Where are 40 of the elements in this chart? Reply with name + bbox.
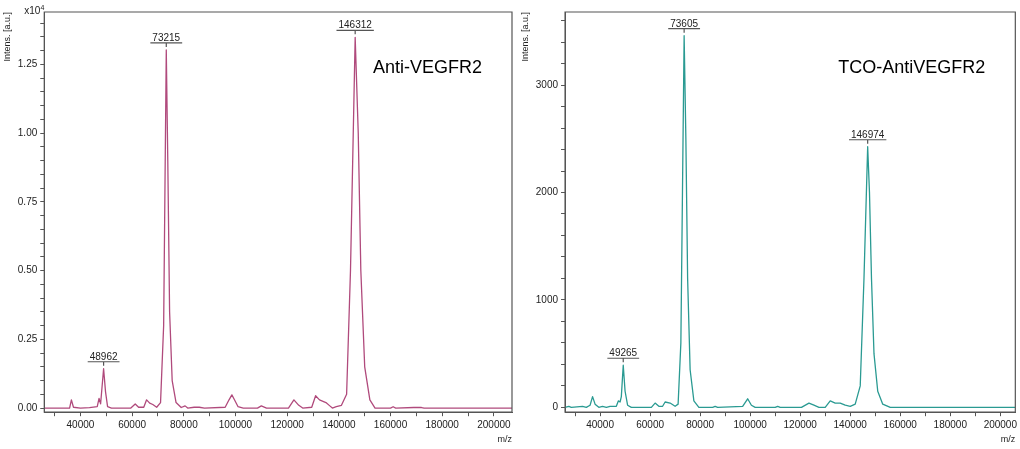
y-axis-title: Intens. [a.u.] bbox=[519, 12, 530, 62]
x-tick-label: 120000 bbox=[270, 418, 305, 430]
x-tick-label: 100000 bbox=[218, 418, 253, 430]
x-tick-label: 120000 bbox=[783, 418, 818, 430]
x-tick-label: 80000 bbox=[686, 418, 715, 430]
annotation: 146312 bbox=[338, 19, 373, 31]
y-axis-title: Intens. [a.u.] bbox=[1, 12, 12, 62]
y-tick-label: 2000 bbox=[535, 186, 559, 198]
x-tick-label: 40000 bbox=[586, 418, 615, 430]
y-tick-label: 1000 bbox=[535, 293, 559, 305]
x-tick-label: 80000 bbox=[169, 418, 199, 430]
x-tick-label: 100000 bbox=[733, 418, 768, 430]
y-tick-label: 0.75 bbox=[17, 195, 38, 207]
x-tick-label: 160000 bbox=[883, 418, 918, 430]
text: TCO-AntiVEGFR2 bbox=[838, 57, 986, 77]
x-tick-label: 140000 bbox=[322, 418, 356, 430]
y-tick-label: 0.25 bbox=[17, 333, 38, 345]
annotation: 146974 bbox=[850, 128, 885, 140]
x-axis-title: m/z bbox=[497, 434, 513, 445]
y-tick-label: 1.25 bbox=[17, 58, 38, 70]
x-tick-label: 200000 bbox=[983, 418, 1018, 430]
y-tick-label: 1.00 bbox=[17, 126, 38, 138]
x-axis-title: m/z bbox=[1000, 434, 1016, 445]
annotation: 73215 bbox=[152, 31, 181, 43]
x-tick-label: 40000 bbox=[66, 418, 95, 430]
annotation: 49265 bbox=[609, 347, 638, 359]
x-tick-label: 160000 bbox=[373, 418, 408, 430]
y-tick-label: 3000 bbox=[535, 78, 559, 90]
annotation: 48962 bbox=[89, 350, 118, 362]
annotation: 73605 bbox=[670, 17, 699, 29]
x-tick-label: 60000 bbox=[118, 418, 147, 430]
x-tick-label: 60000 bbox=[636, 418, 665, 430]
x-tick-label: 180000 bbox=[425, 418, 460, 430]
y-tick-label: 0.00 bbox=[17, 401, 38, 413]
y-tick-label: 0 bbox=[552, 401, 559, 413]
x-tick-label: 140000 bbox=[833, 418, 868, 430]
x-tick-label: 180000 bbox=[933, 418, 968, 430]
y-tick-label: 0.50 bbox=[17, 264, 38, 276]
text: Anti-VEGFR2 bbox=[372, 57, 482, 77]
x-tick-label: 200000 bbox=[477, 418, 512, 430]
